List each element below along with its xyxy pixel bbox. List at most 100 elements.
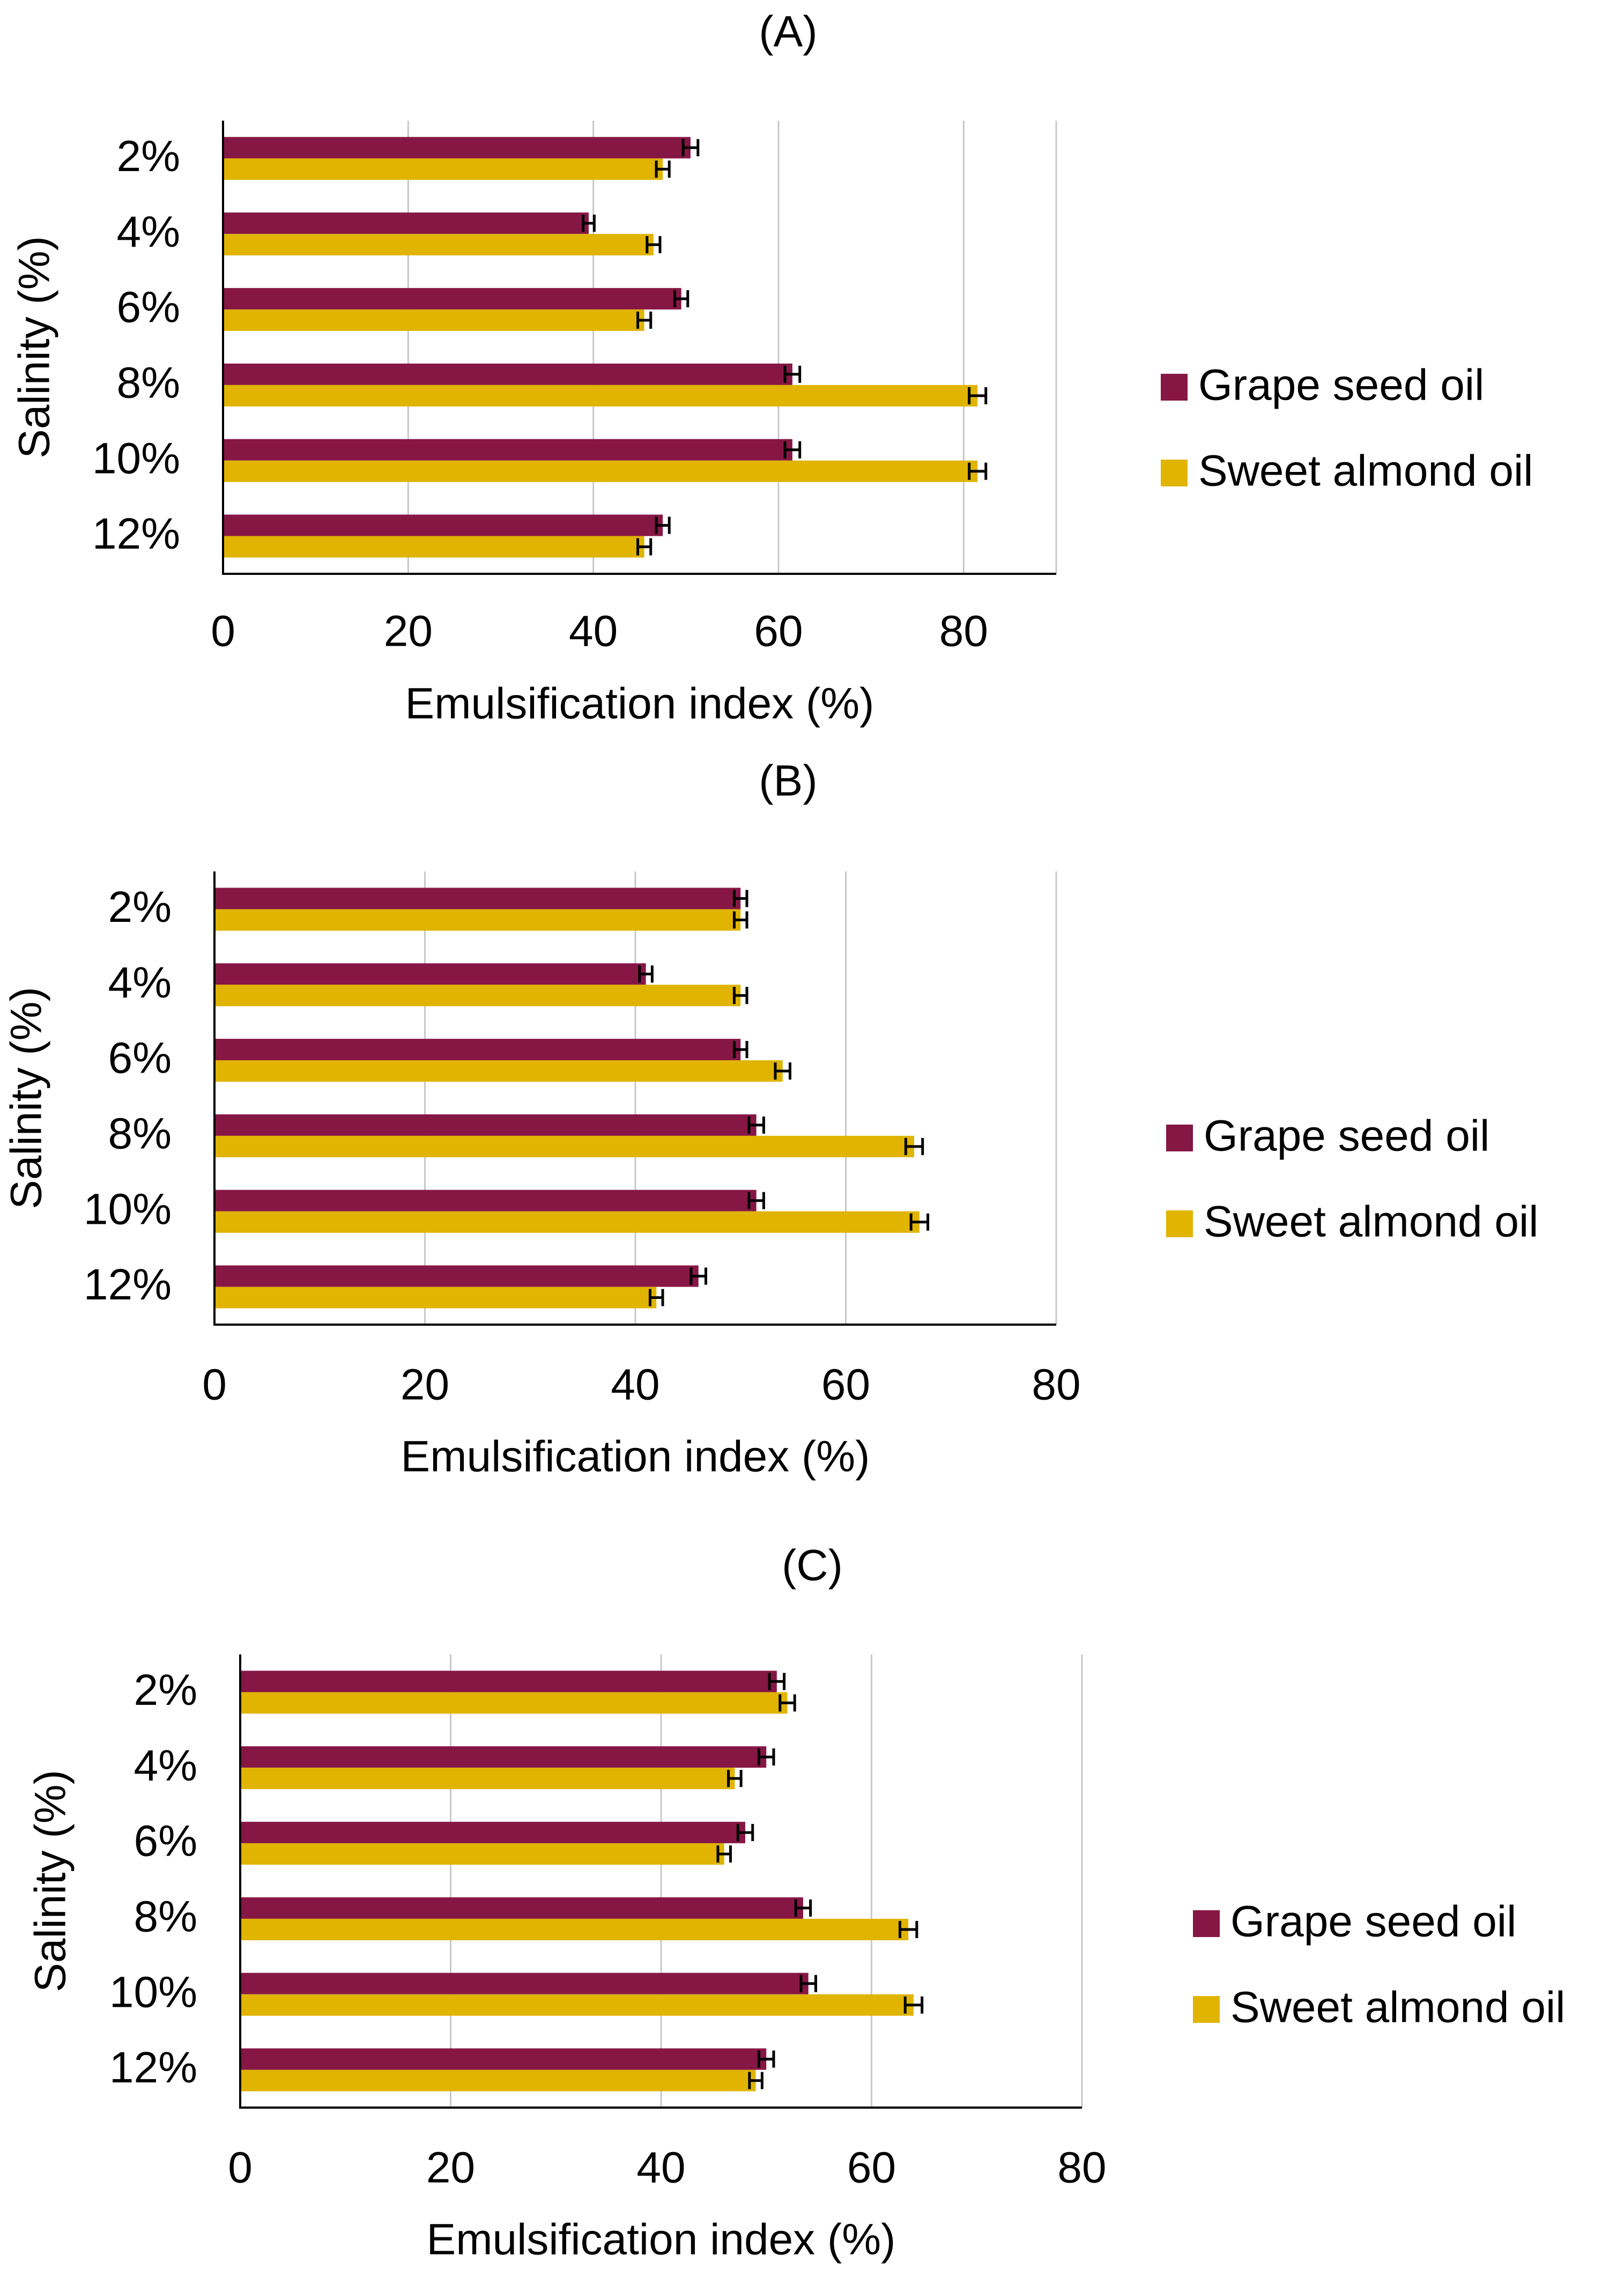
error-bar — [636, 538, 652, 556]
x-tick-label: 0 — [202, 1361, 227, 1409]
legend-swatch — [1161, 460, 1188, 486]
error-bar — [727, 1770, 743, 1787]
y-tick-label: 8% — [108, 1110, 172, 1158]
bar — [223, 234, 654, 256]
bar — [223, 288, 681, 310]
error-bar — [681, 139, 700, 157]
x-tick-label: 80 — [1057, 2144, 1106, 2192]
bar — [214, 888, 741, 910]
bar — [223, 363, 792, 385]
error-bar — [736, 1824, 754, 1842]
bar — [214, 1287, 657, 1309]
bar — [223, 137, 691, 159]
y-tick-label: 10% — [84, 1185, 172, 1233]
y-axis-title: Salinity (%) — [26, 1770, 75, 1992]
bar — [240, 1918, 909, 1940]
y-tick-label: 2% — [116, 132, 180, 181]
chart-panel-c: (C) 2% 4% 6% 8% 10% 12% 0 20 40 60 80 Emulsification… — [26, 1541, 1566, 2264]
error-bar — [673, 290, 689, 308]
legend-label: Grape seed oil — [1198, 361, 1484, 410]
y-tick-label: 8% — [116, 359, 180, 408]
error-bar — [655, 516, 671, 534]
bar — [214, 1135, 915, 1157]
error-bar — [732, 1041, 748, 1059]
error-bar — [794, 1899, 812, 1917]
error-bar — [778, 1694, 796, 1712]
x-tick-label: 20 — [426, 2144, 475, 2192]
bar — [240, 1897, 803, 1919]
legend-label: Sweet almond oil — [1230, 1983, 1565, 2032]
bar — [223, 439, 792, 461]
x-axis-title: Emulsification index (%) — [405, 679, 874, 728]
y-tick-label: 6% — [116, 283, 180, 332]
bar — [223, 309, 644, 331]
y-tick-label: 2% — [108, 883, 172, 932]
bar — [240, 2070, 756, 2092]
y-tick-label: 2% — [134, 1666, 197, 1714]
x-axis-title: Emulsification index (%) — [427, 2215, 896, 2264]
bar — [240, 1972, 809, 1994]
y-tick-label: 10% — [92, 434, 180, 483]
error-bar — [783, 365, 802, 383]
chart-panel-b: (B) 2% 4% 6% 8% 10% 12% 0 20 40 60 80 Emulsification… — [2, 757, 1539, 1481]
x-tick-label: 40 — [611, 1361, 659, 1409]
error-bar — [904, 1137, 924, 1155]
chart-panel-a: (A) 2% 4% 6% 8% 10% 12% 0 20 40 60 80 Emulsification… — [10, 8, 1533, 728]
bar — [240, 1843, 724, 1865]
bar — [214, 1265, 699, 1287]
x-tick-label: 80 — [1032, 1361, 1080, 1409]
x-tick-label: 20 — [384, 607, 433, 656]
bar — [214, 1211, 919, 1233]
y-tick-label: 6% — [134, 1817, 197, 1866]
y-tick-label: 12% — [109, 2043, 197, 2092]
error-bar — [732, 987, 748, 1004]
error-bar — [758, 2050, 775, 2068]
bar — [240, 2048, 767, 2070]
bar — [240, 1768, 735, 1790]
panel-label: (C) — [782, 1541, 843, 1590]
x-tick-label: 60 — [754, 607, 803, 656]
legend: Grape seed oil Sweet almond oil — [1161, 361, 1533, 496]
x-tick-label: 80 — [939, 607, 988, 656]
panel-label: (A) — [759, 8, 817, 56]
error-bar — [638, 965, 654, 983]
error-bar — [783, 441, 802, 459]
y-tick-label: 10% — [109, 1968, 197, 2016]
bar — [214, 1189, 757, 1211]
y-tick-label: 4% — [108, 958, 172, 1007]
error-bar — [732, 911, 748, 929]
bar — [240, 1822, 745, 1844]
error-bar — [898, 1920, 918, 1938]
bar — [240, 1692, 788, 1714]
y-tick-label: 6% — [108, 1034, 172, 1083]
x-tick-label: 0 — [228, 2144, 253, 2192]
legend: Grape seed oil Sweet almond oil — [1193, 1897, 1565, 2032]
bar — [223, 460, 978, 482]
error-bar — [747, 1192, 765, 1209]
legend-label: Sweet almond oil — [1204, 1198, 1538, 1246]
y-tick-label: 12% — [84, 1260, 172, 1309]
y-tick-label: 8% — [134, 1893, 197, 1941]
x-tick-label: 60 — [847, 2144, 896, 2192]
error-bar — [903, 1996, 924, 2014]
legend-swatch — [1166, 1125, 1193, 1151]
legend: Grape seed oil Sweet almond oil — [1166, 1112, 1538, 1246]
y-tick-label: 4% — [116, 208, 180, 256]
legend-swatch — [1161, 374, 1188, 401]
legend-label: Grape seed oil — [1204, 1112, 1489, 1161]
y-axis-title: Salinity (%) — [10, 236, 59, 459]
error-bar — [716, 1845, 732, 1863]
bar — [240, 1994, 914, 2016]
bar — [223, 158, 663, 180]
error-bar — [582, 215, 596, 232]
error-bar — [747, 1116, 765, 1134]
error-bar — [732, 890, 748, 907]
error-bar — [758, 1748, 775, 1766]
error-bar — [636, 312, 652, 329]
bar — [223, 514, 663, 536]
error-bar — [689, 1267, 707, 1285]
bar — [223, 536, 644, 558]
error-bar — [909, 1213, 930, 1231]
error-bar — [799, 1975, 817, 1992]
bar — [240, 1671, 777, 1693]
